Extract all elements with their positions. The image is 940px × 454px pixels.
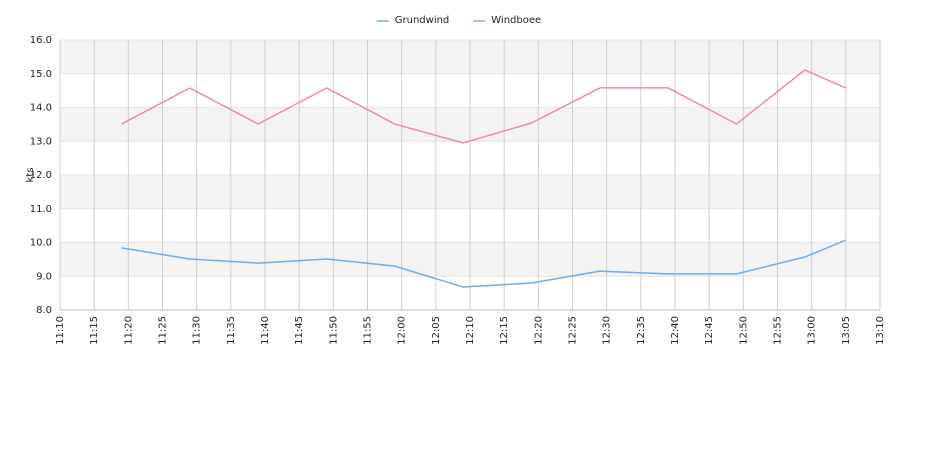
series-line: [121, 239, 847, 288]
x-tick-label: 11:50: [328, 316, 339, 345]
x-tick-label: 12:40: [670, 316, 681, 345]
x-tick-label: 11:10: [55, 316, 66, 345]
x-tick-label: 12:25: [568, 316, 579, 345]
x-tick-label: 12:10: [465, 316, 476, 345]
x-tick-label: 12:50: [738, 316, 749, 345]
x-tick-label: 12:20: [533, 316, 544, 345]
x-tick-label: 12:00: [397, 316, 408, 345]
x-tick-label: 13:05: [841, 316, 852, 345]
x-tick-label: 11:55: [363, 316, 374, 345]
x-tick-label: 11:15: [89, 316, 100, 345]
x-tick-label: 12:05: [431, 316, 442, 345]
series-line: [121, 69, 847, 144]
y-tick-label: 12.0: [30, 170, 52, 181]
y-tick-label: 10.0: [30, 238, 52, 249]
x-tick-label: 11:25: [158, 316, 169, 345]
x-tick-label: 13:00: [807, 316, 818, 345]
x-tick-label: 12:30: [602, 316, 613, 345]
x-tick-label: 11:45: [294, 316, 305, 345]
x-tick-label: 11:40: [260, 316, 271, 345]
x-tick-label: 12:15: [499, 316, 510, 345]
legend-label: Windboee: [491, 15, 541, 26]
x-tick-label: 11:20: [123, 316, 134, 345]
x-tick-label: 12:55: [773, 316, 784, 345]
x-tick-label: 12:45: [704, 316, 715, 345]
y-tick-label: 14.0: [30, 103, 52, 114]
x-tick-label: 12:35: [636, 316, 647, 345]
x-tick-label: 13:10: [875, 316, 886, 345]
y-tick-label: 11.0: [30, 204, 52, 215]
x-tick-label: 11:30: [192, 316, 203, 345]
y-tick-label: 8.0: [36, 305, 52, 316]
y-tick-label: 15.0: [30, 69, 52, 80]
y-tick-label: 16.0: [30, 35, 52, 46]
y-tick-label: 13.0: [30, 136, 52, 147]
x-tick-label: 11:35: [226, 316, 237, 345]
y-axis-label: kts: [25, 168, 36, 183]
legend-label: Grundwind: [395, 15, 450, 26]
y-tick-label: 9.0: [36, 271, 52, 282]
